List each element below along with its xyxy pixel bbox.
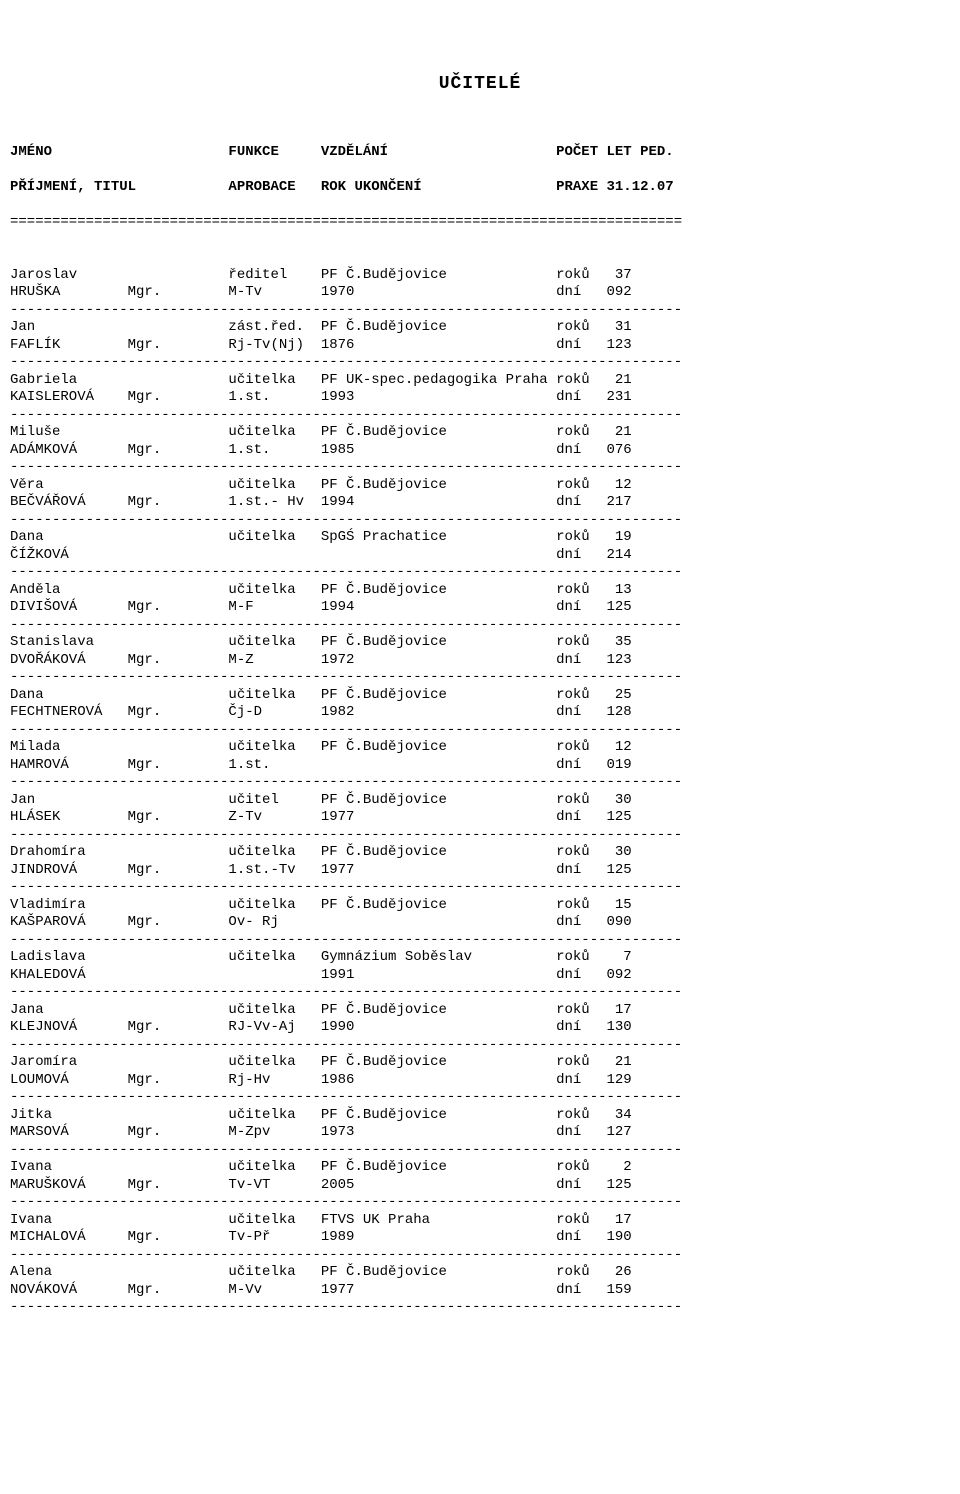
separator: ----------------------------------------… (10, 669, 950, 687)
rule-top: ========================================… (10, 214, 950, 232)
teacher-row-line1: Ivana učitelka FTVS UK Praha roků 17 (10, 1212, 950, 1230)
teacher-row-line1: Vladimíra učitelka PF Č.Budějovice roků … (10, 897, 950, 915)
teacher-row-line1: Gabriela učitelka PF UK-spec.pedagogika … (10, 372, 950, 390)
separator: ----------------------------------------… (10, 302, 950, 320)
teacher-row-line1: Anděla učitelka PF Č.Budějovice roků 13 (10, 582, 950, 600)
hdr1: JMÉNO FUNKCE VZDĚLÁNÍ POČET LET PED. (10, 144, 674, 160)
teacher-row-line2: HLÁSEK Mgr. Z-Tv 1977 dní 125 (10, 809, 950, 827)
teacher-row-line1: Věra učitelka PF Č.Budějovice roků 12 (10, 477, 950, 495)
teacher-row-line2: HAMROVÁ Mgr. 1.st. dní 019 (10, 757, 950, 775)
teacher-row-line1: Dana učitelka PF Č.Budějovice roků 25 (10, 687, 950, 705)
teacher-row-line1: Jan zást.řed. PF Č.Budějovice roků 31 (10, 319, 950, 337)
teacher-row-line1: Jaromíra učitelka PF Č.Budějovice roků 2… (10, 1054, 950, 1072)
separator: ----------------------------------------… (10, 512, 950, 530)
teacher-row-line2: MARSOVÁ Mgr. M-Zpv 1973 dní 127 (10, 1124, 950, 1142)
teacher-row-line2: MICHALOVÁ Mgr. Tv-Př 1989 dní 190 (10, 1229, 950, 1247)
separator: ----------------------------------------… (10, 459, 950, 477)
separator: ----------------------------------------… (10, 774, 950, 792)
teacher-row-line2: MARUŠKOVÁ Mgr. Tv-VT 2005 dní 125 (10, 1177, 950, 1195)
teacher-row-line2: KLEJNOVÁ Mgr. RJ-Vv-Aj 1990 dní 130 (10, 1019, 950, 1037)
teacher-row-line1: Jan učitel PF Č.Budějovice roků 30 (10, 792, 950, 810)
teacher-row-line2: FAFLÍK Mgr. Rj-Tv(Nj) 1876 dní 123 (10, 337, 950, 355)
separator: ----------------------------------------… (10, 984, 950, 1002)
teacher-row-line1: Miluše učitelka PF Č.Budějovice roků 21 (10, 424, 950, 442)
teacher-row-line2: BEČVÁŘOVÁ Mgr. 1.st.- Hv 1994 dní 217 (10, 494, 950, 512)
separator: ----------------------------------------… (10, 1142, 950, 1160)
teacher-row-line1: Drahomíra učitelka PF Č.Budějovice roků … (10, 844, 950, 862)
teacher-row-line1: Milada učitelka PF Č.Budějovice roků 12 (10, 739, 950, 757)
teacher-row-line2: DVOŘÁKOVÁ Mgr. M-Z 1972 dní 123 (10, 652, 950, 670)
separator: ----------------------------------------… (10, 1037, 950, 1055)
teacher-row-line1: Alena učitelka PF Č.Budějovice roků 26 (10, 1264, 950, 1282)
separator: ----------------------------------------… (10, 1194, 950, 1212)
separator: ----------------------------------------… (10, 617, 950, 635)
separator: ----------------------------------------… (10, 1089, 950, 1107)
separator: ----------------------------------------… (10, 564, 950, 582)
teacher-row-line2: JINDROVÁ Mgr. 1.st.-Tv 1977 dní 125 (10, 862, 950, 880)
teacher-row-line1: Stanislava učitelka PF Č.Budějovice roků… (10, 634, 950, 652)
separator: ----------------------------------------… (10, 722, 950, 740)
teacher-row-line2: LOUMOVÁ Mgr. Rj-Hv 1986 dní 129 (10, 1072, 950, 1090)
teacher-row-line1: Ladislava učitelka Gymnázium Soběslav ro… (10, 949, 950, 967)
teacher-row-line2: KAISLEROVÁ Mgr. 1.st. 1993 dní 231 (10, 389, 950, 407)
separator: ----------------------------------------… (10, 1247, 950, 1265)
teacher-row-line1: Jitka učitelka PF Č.Budějovice roků 34 (10, 1107, 950, 1125)
teacher-row-line2: NOVÁKOVÁ Mgr. M-Vv 1977 dní 159 (10, 1282, 950, 1300)
separator: ----------------------------------------… (10, 1299, 950, 1317)
separator: ----------------------------------------… (10, 879, 950, 897)
separator: ----------------------------------------… (10, 932, 950, 950)
separator: ----------------------------------------… (10, 407, 950, 425)
teacher-row-line1: Dana učitelka SpGŚ Prachatice roků 19 (10, 529, 950, 547)
teacher-row-line2: HRUŠKA Mgr. M-Tv 1970 dní 092 (10, 284, 950, 302)
teacher-row-line2: ADÁMKOVÁ Mgr. 1.st. 1985 dní 076 (10, 442, 950, 460)
teacher-row-line1: Ivana učitelka PF Č.Budějovice roků 2 (10, 1159, 950, 1177)
teacher-row-line1: Jaroslav ředitel PF Č.Budějovice roků 37 (10, 267, 950, 285)
teacher-row-line1: Jana učitelka PF Č.Budějovice roků 17 (10, 1002, 950, 1020)
header-line-2: PŘÍJMENÍ, TITUL APROBACE ROK UKONČENÍ PR… (10, 179, 950, 197)
header-line-1: JMÉNO FUNKCE VZDĚLÁNÍ POČET LET PED. (10, 144, 950, 162)
separator: ----------------------------------------… (10, 827, 950, 845)
teacher-row-line2: ČÍŽKOVÁ dní 214 (10, 547, 950, 565)
hdr2: PŘÍJMENÍ, TITUL APROBACE ROK UKONČENÍ PR… (10, 179, 674, 195)
page-title: UČITELÉ (10, 73, 950, 96)
teacher-row-line2: KHALEDOVÁ 1991 dní 092 (10, 967, 950, 985)
teachers-listing: UČITELÉ JMÉNO FUNKCE VZDĚLÁNÍ POČET LET … (10, 38, 950, 1352)
teacher-row-line2: KAŠPAROVÁ Mgr. Ov- Rj dní 090 (10, 914, 950, 932)
separator: ----------------------------------------… (10, 354, 950, 372)
teacher-row-line2: DIVIŠOVÁ Mgr. M-F 1994 dní 125 (10, 599, 950, 617)
teacher-row-line2: FECHTNEROVÁ Mgr. Čj-D 1982 dní 128 (10, 704, 950, 722)
